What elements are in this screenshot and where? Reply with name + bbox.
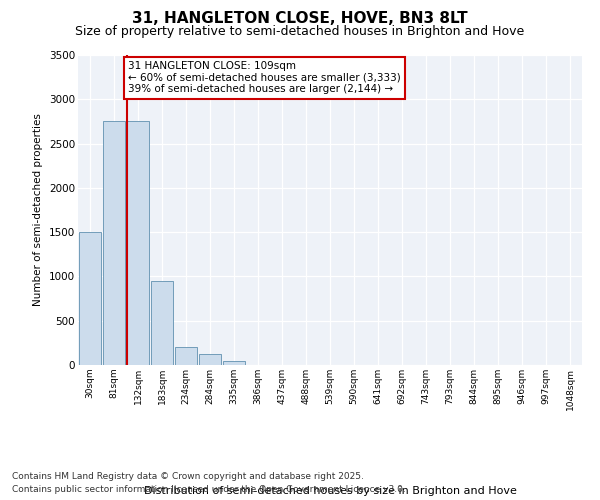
Bar	[223, 360, 245, 365]
Text: 31 HANGLETON CLOSE: 109sqm
← 60% of semi-detached houses are smaller (3,333)
39%: 31 HANGLETON CLOSE: 109sqm ← 60% of semi…	[128, 61, 401, 94]
Bar	[79, 232, 101, 365]
Bar	[127, 122, 149, 365]
Text: 31, HANGLETON CLOSE, HOVE, BN3 8LT: 31, HANGLETON CLOSE, HOVE, BN3 8LT	[132, 11, 468, 26]
Text: Contains HM Land Registry data © Crown copyright and database right 2025.: Contains HM Land Registry data © Crown c…	[12, 472, 364, 481]
Text: Size of property relative to semi-detached houses in Brighton and Hove: Size of property relative to semi-detach…	[76, 25, 524, 38]
Bar	[103, 122, 125, 365]
Bar	[151, 281, 173, 365]
Y-axis label: Number of semi-detached properties: Number of semi-detached properties	[34, 114, 43, 306]
Bar	[175, 348, 197, 365]
Bar	[199, 354, 221, 365]
Text: Contains public sector information licensed under the Open Government Licence v3: Contains public sector information licen…	[12, 485, 406, 494]
X-axis label: Distribution of semi-detached houses by size in Brighton and Hove: Distribution of semi-detached houses by …	[143, 486, 517, 496]
